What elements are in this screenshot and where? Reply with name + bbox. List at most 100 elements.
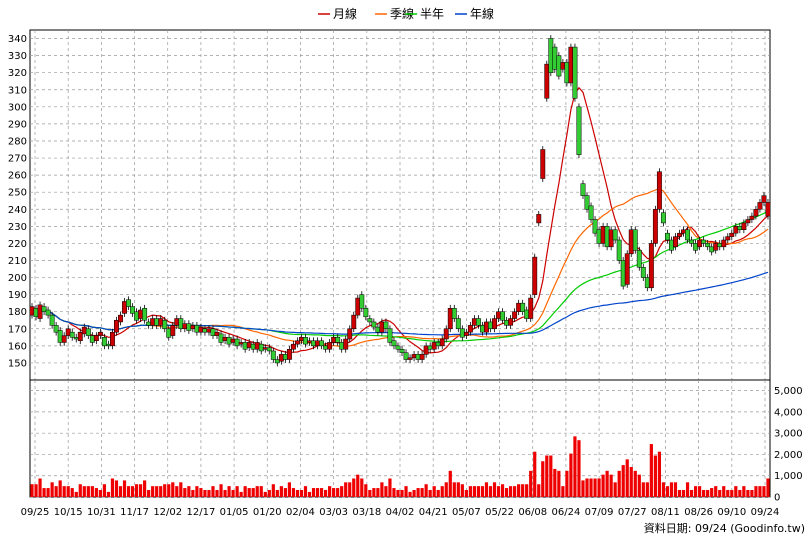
volume-bar (504, 488, 509, 497)
volume-bar (94, 488, 98, 497)
volume-bar (251, 488, 255, 497)
price-tick-label: 320 (8, 68, 27, 79)
candle-body (246, 342, 252, 348)
volume-bar (513, 486, 517, 497)
volume-bar (653, 455, 657, 497)
volume-bar (637, 474, 641, 497)
price-panel: 150 160 170 180 190 200 210 220 230 240 250 260 270 2… (8, 29, 771, 381)
legend-label-monthly: 月線 (333, 6, 357, 21)
candle-body (158, 318, 164, 326)
candle-body (351, 314, 357, 330)
volume-bar (106, 491, 111, 497)
volume-bar (593, 478, 597, 497)
candle-body (327, 342, 333, 350)
candle-body (492, 318, 497, 330)
candle-body (757, 202, 763, 210)
volume-bar (657, 451, 662, 497)
volume-bar (492, 482, 497, 497)
volume-bar (633, 470, 637, 497)
candle-body (190, 325, 196, 330)
volume-bar (641, 482, 645, 497)
volume-bar (621, 465, 625, 497)
legend-label-yearly: 年線 (470, 6, 494, 21)
volume-bar (472, 486, 477, 497)
source-note: 資料日期: 09/24 (Goodinfo.tw) (644, 521, 805, 535)
candle-body (459, 328, 465, 338)
candle-body (359, 294, 365, 309)
legend-label-quarterly: 季線 (390, 6, 414, 21)
volume-bar (742, 486, 746, 497)
candle-body (49, 314, 55, 326)
volume-bar (344, 482, 348, 497)
candle-body (182, 323, 188, 330)
volume-bar (573, 436, 577, 497)
candle-body (568, 46, 574, 84)
candle-body (664, 232, 670, 241)
candle-body (560, 62, 566, 70)
volume-bar (328, 486, 332, 497)
x-tick-label: 07/09 (585, 507, 614, 518)
candle-body (648, 243, 654, 289)
volume-bar (702, 489, 706, 497)
volume-bar (529, 470, 533, 497)
volume-tick-label: 1,000 (774, 471, 803, 482)
candle-body (616, 239, 622, 261)
volume-y-axis: 5,000 4,000 3,000 2,000 1,000 0 (774, 386, 803, 503)
x-tick-label: 08/26 (684, 507, 713, 518)
price-tick-label: 300 (8, 102, 27, 113)
volume-bar (118, 486, 123, 497)
candle-body (604, 226, 610, 248)
volume-bar (392, 488, 396, 497)
candle-body (234, 338, 240, 347)
volume-bar (102, 484, 107, 497)
candle-body (331, 337, 337, 343)
volume-bar (199, 488, 203, 497)
candle-body (162, 319, 168, 330)
volume-bar (372, 488, 376, 497)
x-tick-label: 01/05 (220, 507, 249, 518)
volume-bar (661, 482, 666, 497)
volume-bar (315, 488, 320, 497)
volume-bar (730, 489, 734, 497)
candle-body (242, 342, 248, 350)
x-tick-label: 03/18 (352, 507, 381, 518)
x-tick-label: 11/17 (120, 507, 149, 518)
volume-bar (424, 484, 428, 497)
volume-bar (171, 482, 175, 497)
volume-bar (130, 486, 135, 497)
candle-body (77, 331, 83, 341)
candle-body (656, 171, 662, 210)
volume-bar (287, 482, 292, 497)
volume-bar (693, 486, 698, 497)
ma-line (31, 86, 769, 354)
price-tick-label: 200 (8, 273, 27, 284)
volume-bar (766, 478, 770, 497)
candle-body (733, 226, 739, 234)
volume-bar (38, 478, 42, 497)
candle-body (101, 337, 107, 347)
volume-grid (30, 380, 770, 498)
price-tick-label: 150 (8, 358, 27, 369)
volume-bar (70, 488, 74, 497)
volume-bar (159, 486, 163, 497)
candle-body (198, 326, 204, 333)
candle-body (467, 325, 473, 333)
volume-tick-label: 5,000 (774, 386, 803, 397)
candle-body (202, 328, 208, 333)
candle-body (693, 243, 699, 251)
candle-body (210, 328, 216, 336)
candle-body (753, 209, 759, 217)
volume-bar (231, 489, 235, 497)
candle-body (399, 349, 405, 353)
candle-body (186, 323, 192, 331)
volume-bar (412, 489, 416, 497)
candle-body (717, 243, 723, 248)
candle-body (660, 212, 666, 224)
volume-bar (384, 486, 388, 497)
candle-body (73, 337, 79, 340)
volume-bar (167, 484, 171, 497)
volume-bar (175, 486, 179, 497)
candle-body (85, 328, 91, 336)
candle-body (230, 338, 236, 343)
volume-tick-label: 0 (774, 493, 780, 504)
